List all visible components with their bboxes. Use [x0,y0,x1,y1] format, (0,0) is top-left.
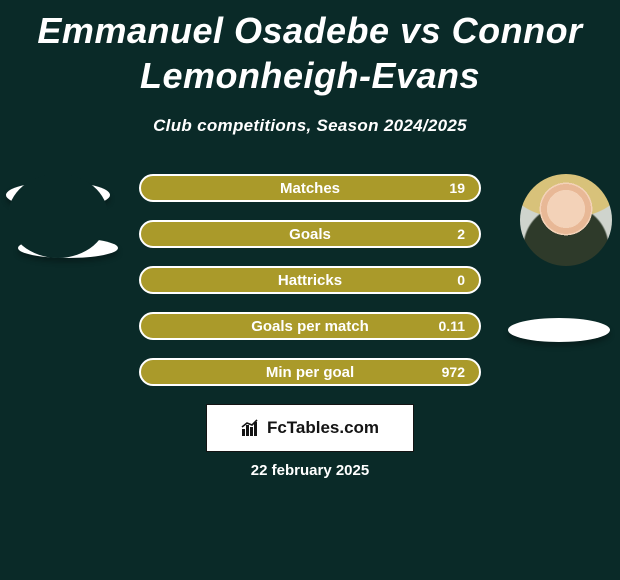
stat-label: Goals per match [251,318,369,335]
stat-bar: Min per goal 972 [139,358,481,386]
comparison-area: Matches 19 Goals 2 Hattricks 0 Goals per… [0,174,620,479]
stat-label: Hattricks [278,272,342,289]
page-title: Emmanuel Osadebe vs Connor Lemonheigh-Ev… [0,0,620,98]
player-right-avatar [520,174,612,266]
stat-value-right: 2 [457,226,465,242]
brand-badge[interactable]: FcTables.com [206,404,414,452]
decorative-ellipse [508,318,610,342]
stat-label: Min per goal [266,364,354,381]
stat-value-right: 19 [449,180,465,196]
stat-label: Matches [280,180,340,197]
stat-bar: Goals 2 [139,220,481,248]
stats-bars: Matches 19 Goals 2 Hattricks 0 Goals per… [139,174,481,386]
stat-bar: Matches 19 [139,174,481,202]
stat-bar: Goals per match 0.11 [139,312,481,340]
stat-label: Goals [289,226,331,243]
date-text: 22 february 2025 [10,462,610,479]
stat-value-right: 0.11 [439,318,465,334]
player-left-avatar [8,174,108,258]
stat-bar: Hattricks 0 [139,266,481,294]
chart-icon [241,419,261,437]
page-subtitle: Club competitions, Season 2024/2025 [0,116,620,136]
stat-value-right: 972 [442,364,465,380]
brand-text: FcTables.com [267,418,379,438]
stat-value-right: 0 [457,272,465,288]
